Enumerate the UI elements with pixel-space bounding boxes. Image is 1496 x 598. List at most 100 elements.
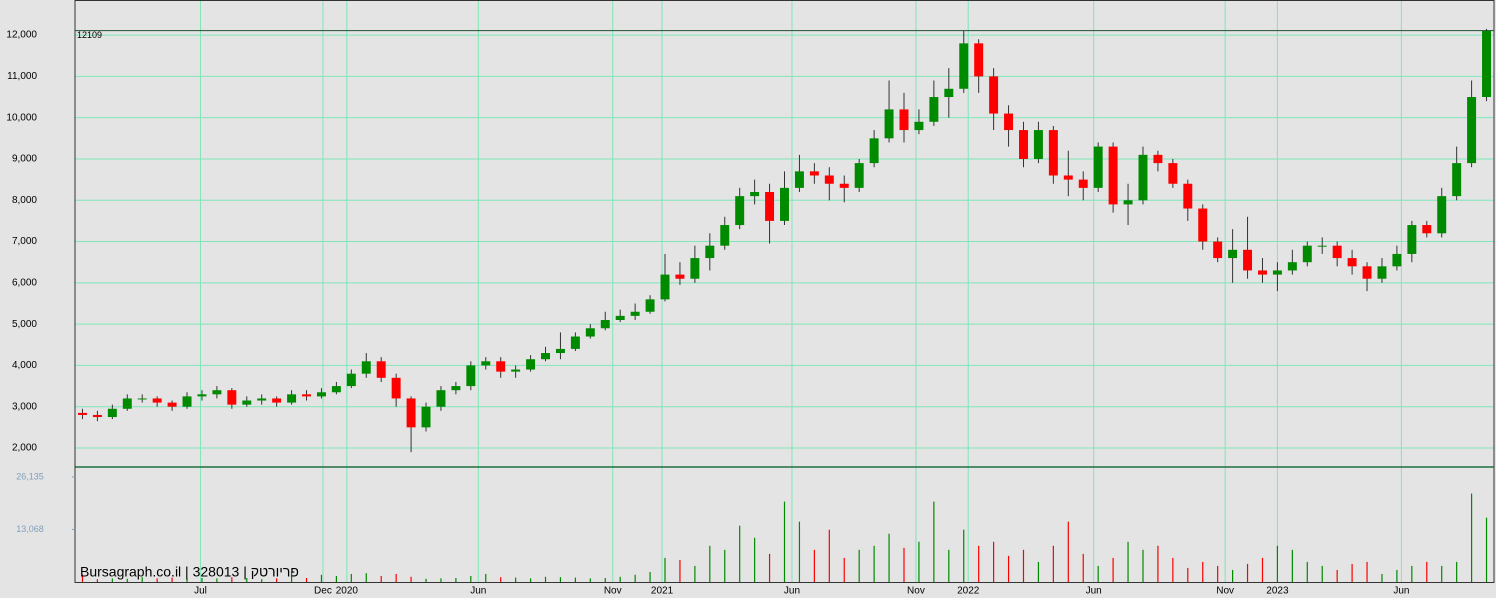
y-tick-label: 4,000 [12,360,37,371]
candle-body [346,373,356,387]
candle-body [1153,154,1163,164]
candle-body [899,109,909,131]
candle-body [496,361,506,372]
candle-body [1482,30,1492,98]
candle-body [1168,163,1178,184]
watermark: Bursagraph.co.il | 328013 | פריורטק [80,564,299,580]
candle-body [1108,146,1118,205]
candle-body [1093,146,1103,188]
y-tick-label: 7,000 [12,236,37,247]
candle-body [1302,245,1312,263]
last-price-label: 12109 [77,30,102,40]
candle-body [944,88,954,98]
candle-body [555,348,565,354]
candle-body [1347,258,1357,267]
candle-body [1228,249,1238,259]
candle-body [541,353,550,360]
candle-body [705,245,715,259]
candle-body [451,386,461,391]
y-tick-label: 5,000 [12,319,37,330]
plot-border [74,0,1495,583]
candle-body [1422,225,1432,234]
candle-body [824,175,834,184]
candle-body [675,274,685,279]
candle-body [1287,262,1297,271]
candle-body [1407,225,1417,254]
candle-body [959,43,969,89]
candle-body [1048,130,1058,176]
candle-body [1019,130,1028,159]
candle-body [77,412,87,415]
candle-body [1392,253,1402,267]
candle-body [1452,163,1462,197]
candle-body [227,390,237,405]
y-tick-label: 8,000 [12,195,37,206]
candle-body [989,76,999,114]
candle-body [242,400,252,405]
candle-body [720,225,730,246]
candle-body [182,396,192,407]
x-tick-label: Jun [1393,586,1409,597]
candle-body [316,392,326,397]
candle-body [929,97,939,122]
candle-body [152,398,162,403]
candle-body [1183,183,1193,209]
candle-body [302,394,312,397]
candle-body [122,398,132,409]
candle-body [570,336,580,349]
candle-body [735,196,745,226]
candle-body [466,365,476,387]
candle-body [391,377,401,399]
candle-body [765,192,775,221]
candle-body [1063,175,1073,180]
candle-body [794,171,804,188]
candle-body [1362,266,1372,279]
x-tick-label: 2023 [1266,586,1289,597]
candle-body [331,386,341,393]
candle-body [137,398,147,400]
candle-body [1213,241,1223,259]
volume-tick-label: 26,135 [16,471,44,481]
candle-body [197,394,207,397]
marks [75,28,1494,582]
y-tick-label: 9,000 [12,154,37,165]
y-tick-label: 10,000 [6,112,37,123]
candle-body [1377,266,1387,279]
candle-body [1317,245,1327,247]
y-tick-label: 11,000 [7,71,37,82]
candle-body [1123,200,1133,205]
candle-body [884,109,894,139]
candle-body [974,43,984,77]
candle-body [585,328,595,337]
candle-body [645,299,655,312]
candle-body [526,359,536,370]
candle-body [1138,154,1148,201]
candle-body [1467,97,1477,164]
candle-body [361,361,371,374]
candle-body [1198,208,1208,242]
candle-body [1033,130,1043,159]
grid [75,0,1494,582]
candle-body [167,402,177,407]
candle-body [660,274,670,300]
candle-body [750,192,760,197]
y-tick-label: 3,000 [12,401,37,412]
candle-body [839,183,849,188]
candle-body [406,398,416,428]
candle-body [287,394,297,403]
x-tick-label: 2022 [957,586,980,597]
candle-body [854,163,864,188]
candle-body [92,414,102,418]
candle-body [615,315,625,321]
y-tick-label: 6,000 [12,277,37,288]
candle-body [1004,113,1014,131]
candle-body [257,398,267,401]
candle-body [600,320,610,329]
candle-body [1243,249,1253,271]
candle-body [212,390,222,395]
candle-body [376,361,386,378]
x-tick-label: Dec [314,586,332,597]
